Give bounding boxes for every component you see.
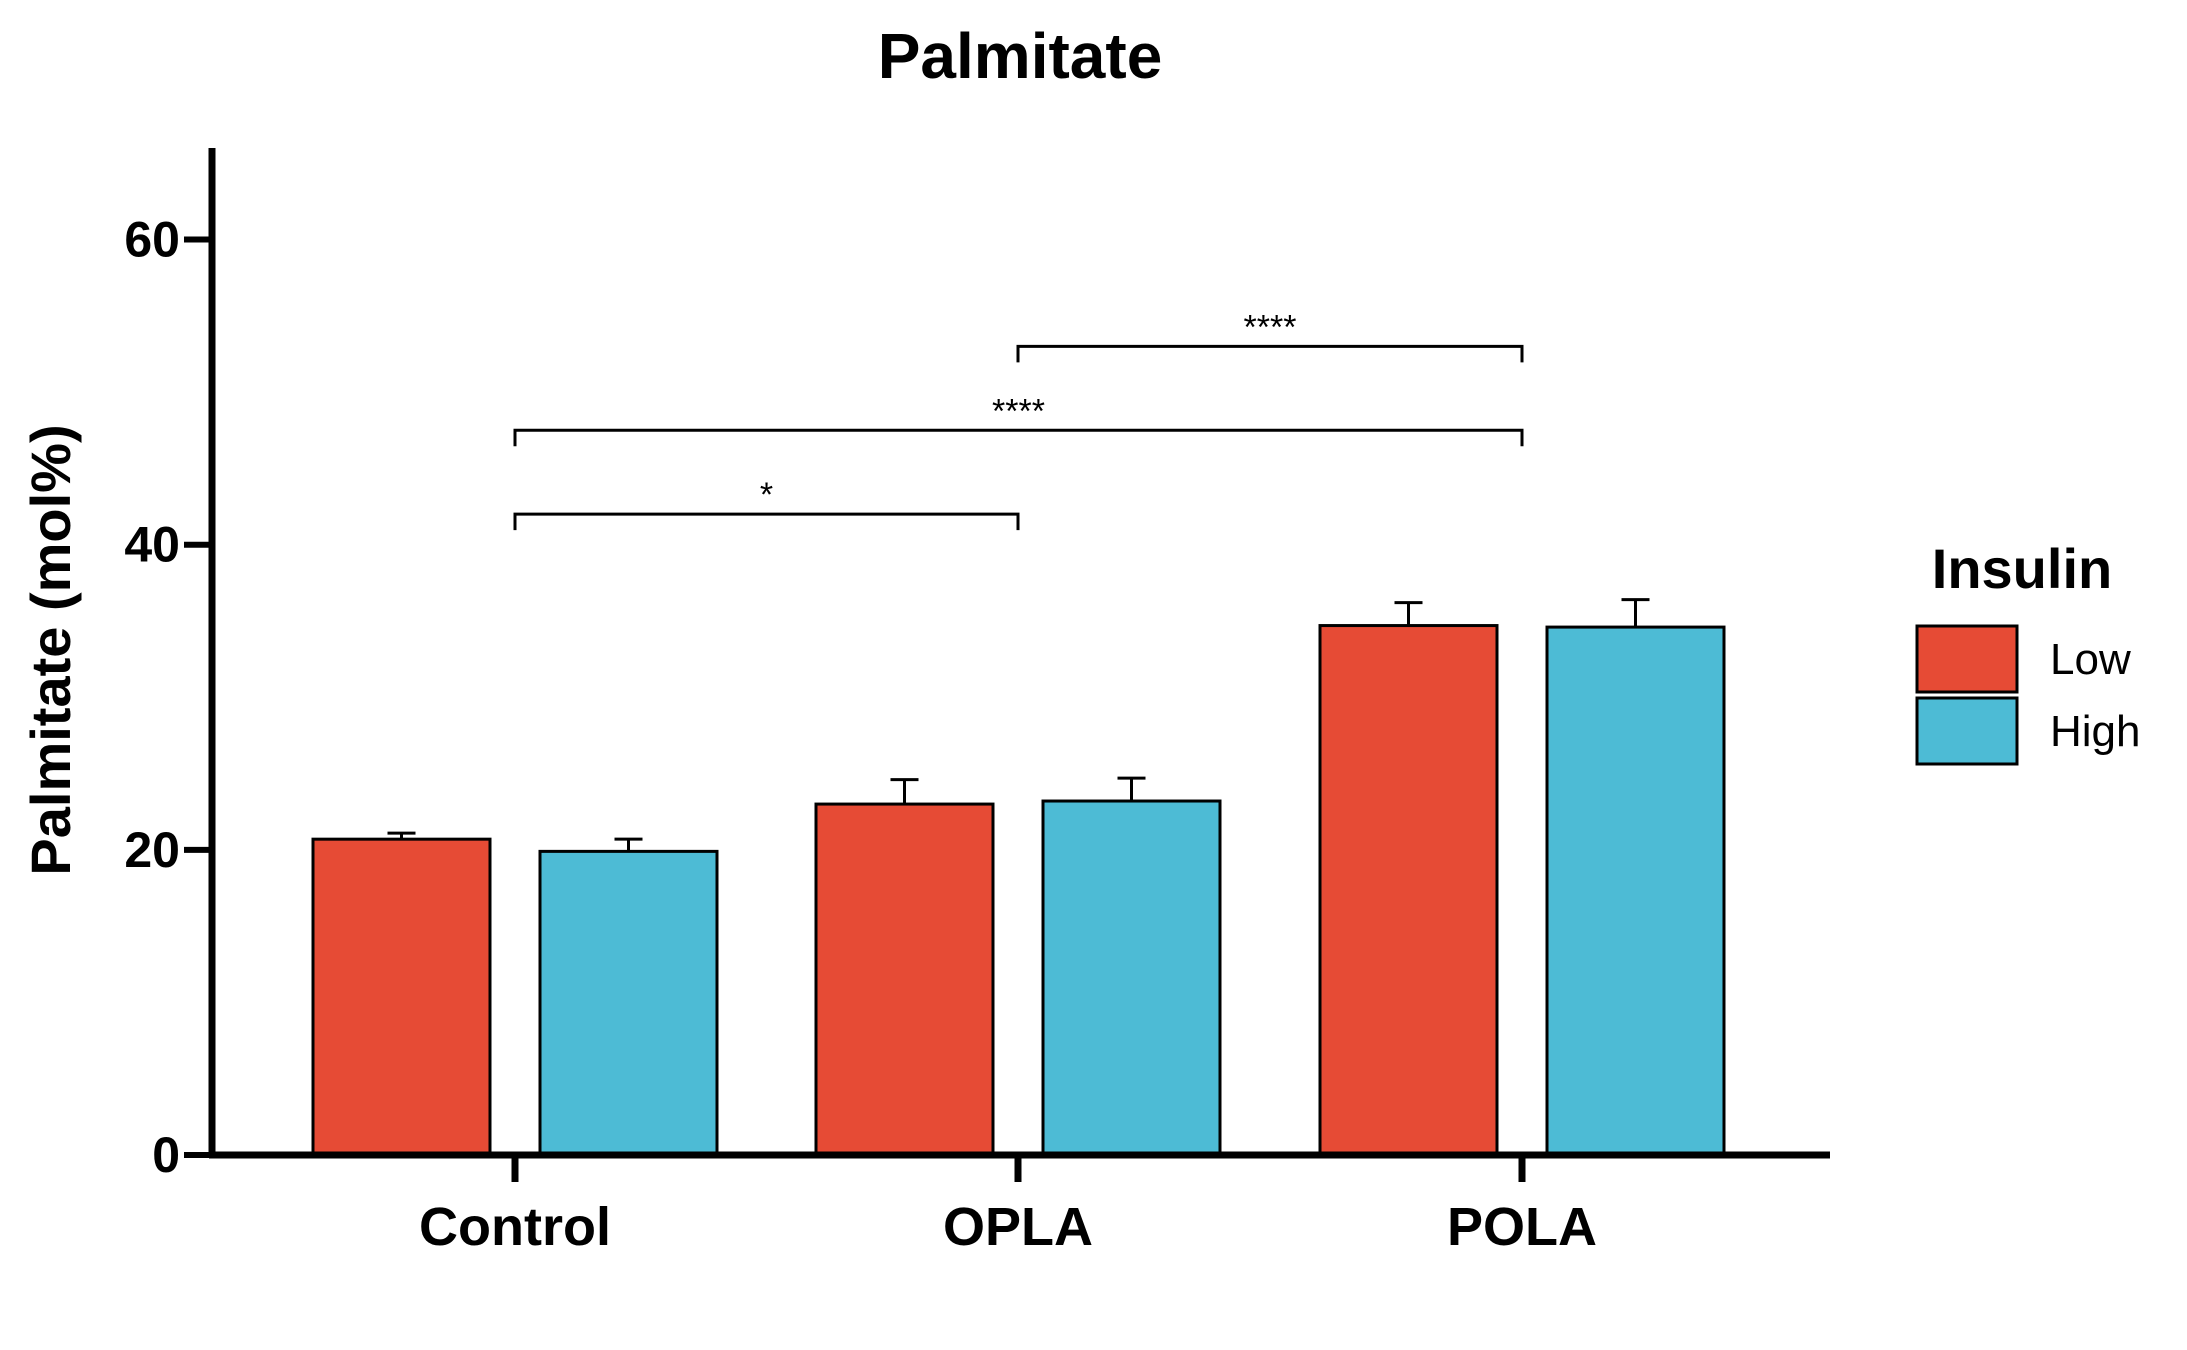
legend-swatch — [1915, 624, 2019, 694]
x-tick-label: OPLA — [943, 1197, 1093, 1257]
significance-bracket — [1016, 344, 1524, 363]
significance-label: **** — [992, 392, 1045, 430]
significance-bracket — [513, 428, 1524, 447]
significance-label: **** — [1244, 308, 1297, 346]
legend-title: Insulin — [1932, 537, 2112, 600]
significance-label: * — [760, 476, 773, 514]
legend-label: Low — [2050, 635, 2131, 684]
x-tick-label: Control — [419, 1197, 611, 1257]
y-axis-label: Palmitate (mol%) — [19, 424, 82, 875]
bar — [814, 802, 995, 1157]
y-tick-label: 60 — [124, 212, 180, 268]
bar — [311, 837, 492, 1157]
bar — [538, 849, 719, 1157]
y-tick-label: 40 — [124, 517, 180, 573]
y-tick-label: 0 — [152, 1127, 180, 1183]
y-tick-label: 20 — [124, 822, 180, 878]
x-tick-label: POLA — [1447, 1197, 1597, 1257]
legend-label: High — [2050, 707, 2141, 756]
significance-bracket — [513, 512, 1020, 531]
legend-swatch — [1915, 696, 2019, 766]
chart-title: Palmitate — [878, 20, 1163, 92]
bar — [1545, 625, 1726, 1157]
bar — [1318, 624, 1499, 1157]
bar — [1041, 799, 1222, 1157]
legend: Insulin Low High — [1915, 537, 2141, 766]
